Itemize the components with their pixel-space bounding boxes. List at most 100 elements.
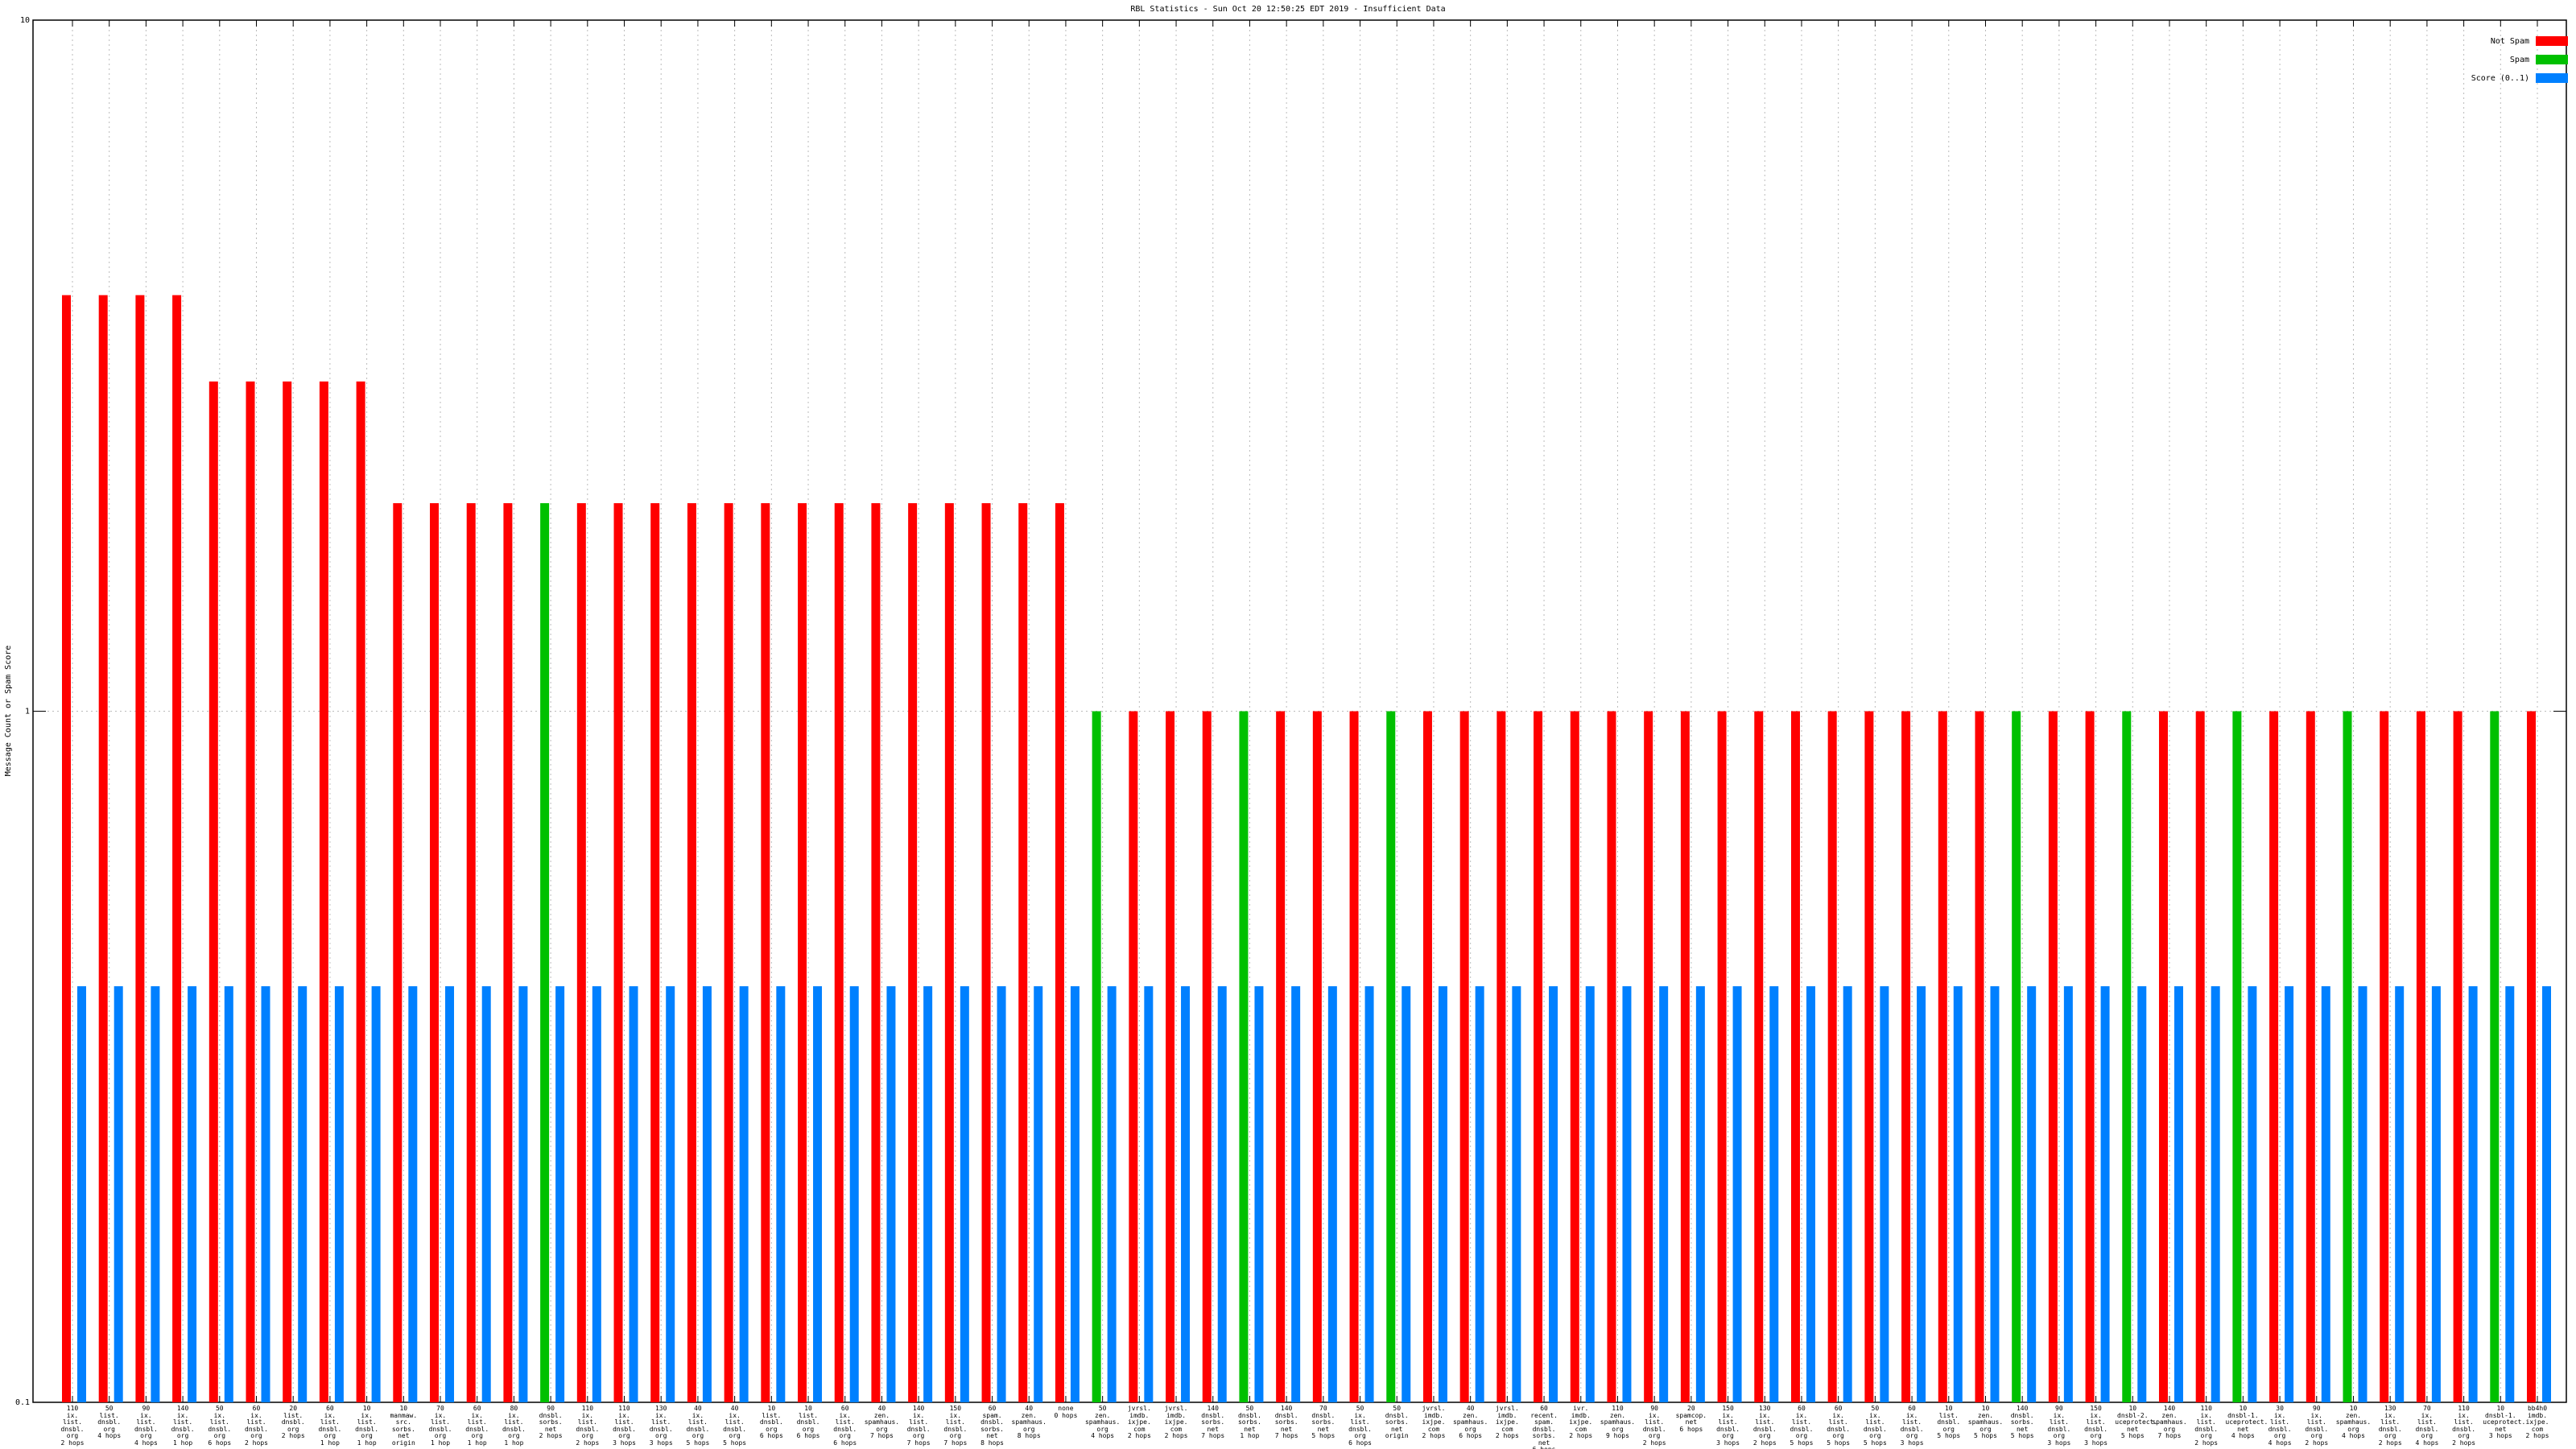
- bar: [1754, 711, 1764, 1402]
- bar: [923, 986, 933, 1402]
- bar: [650, 503, 660, 1403]
- bar: [834, 503, 844, 1403]
- bar: [798, 503, 807, 1403]
- bar: [151, 986, 160, 1402]
- x-tick-label: 70 ix. list. dnsbl. org 1 hop: [428, 1405, 452, 1447]
- bar: [2012, 711, 2021, 1402]
- bar: [666, 986, 675, 1402]
- x-tick-label: 90 dnsbl. sorbs. net 2 hops: [539, 1405, 563, 1439]
- bar: [2100, 986, 2110, 1402]
- x-tick-label: 10 dnsbl-2. uceprotect. net 5 hops: [2115, 1405, 2158, 1439]
- bar: [1769, 986, 1779, 1402]
- bar: [1402, 986, 1411, 1402]
- x-tick-label: ivr. imdb. ixjpe. com 2 hops: [1569, 1405, 1593, 1439]
- bar: [1512, 986, 1521, 1402]
- bar: [445, 986, 455, 1402]
- bar: [518, 986, 528, 1402]
- bar: [1659, 986, 1669, 1402]
- bar: [2174, 986, 2183, 1402]
- bar: [1312, 711, 1322, 1402]
- bar: [1622, 986, 1632, 1402]
- x-tick-label: 110 ix. list. dnsbl. org 2 hops: [2452, 1405, 2476, 1447]
- bar: [1975, 711, 1984, 1402]
- bar: [1680, 711, 1690, 1402]
- bar: [246, 381, 255, 1403]
- x-tick-label: 60 ix. list. dnsbl. org 3 hops: [1900, 1405, 1924, 1447]
- bar: [576, 503, 586, 1403]
- bar: [371, 986, 381, 1402]
- bar: [283, 381, 292, 1403]
- bar: [960, 986, 969, 1402]
- bar: [2453, 711, 2462, 1402]
- x-tick-label: bb4h0 imdb. ixjpe. com 2 hops: [2525, 1405, 2549, 1439]
- legend-swatch: [2536, 73, 2568, 83]
- bar: [1953, 986, 1963, 1402]
- bar: [2395, 986, 2405, 1402]
- bar: [2431, 986, 2441, 1402]
- bar: [261, 986, 270, 1402]
- bar: [739, 986, 749, 1402]
- bar: [466, 503, 476, 1403]
- y-tick-label: 1: [25, 708, 30, 716]
- bar: [1570, 711, 1579, 1402]
- x-tick-label: 110 ix. list. dnsbl. org 3 hops: [613, 1405, 636, 1447]
- x-tick-label: 140 ix. list. dnsbl. org 1 hop: [171, 1405, 195, 1447]
- bar: [1181, 986, 1191, 1402]
- x-tick-label: 130 ix. list. dnsbl. org 3 hops: [649, 1405, 673, 1447]
- bar: [1901, 711, 1911, 1402]
- bar: [114, 986, 123, 1402]
- x-tick-label: 10 list. dnsbl. org 6 hops: [759, 1405, 783, 1439]
- bar: [2248, 986, 2257, 1402]
- bar: [1585, 986, 1595, 1402]
- bar: [1695, 986, 1705, 1402]
- bar: [2232, 711, 2242, 1402]
- x-tick-label: 110 ix. list. dnsbl. org 2 hops: [576, 1405, 600, 1447]
- x-tick-label: 30 ix. list. dnsbl. org 4 hops: [2268, 1405, 2292, 1447]
- bar: [613, 503, 623, 1403]
- bar: [2468, 986, 2478, 1402]
- bar: [77, 986, 86, 1402]
- bar: [813, 986, 823, 1402]
- x-tick-label: 130 ix. list. dnsbl. org 2 hops: [1752, 1405, 1777, 1447]
- bar: [592, 986, 601, 1402]
- x-tick-label: 90 ix. list. dnsbl. org 2 hops: [2305, 1405, 2329, 1447]
- x-tick-label: jvrsl. imdb. ixjpe. com 2 hops: [1127, 1405, 1151, 1439]
- x-tick-label: 10 list. dnsbl. org 6 hops: [796, 1405, 820, 1439]
- bar: [2048, 711, 2058, 1402]
- bar: [1349, 711, 1359, 1402]
- bar: [1827, 711, 1837, 1402]
- bar: [1217, 986, 1227, 1402]
- bar: [408, 986, 418, 1402]
- bar: [1327, 986, 1337, 1402]
- bar: [1644, 711, 1653, 1402]
- bar: [1276, 711, 1286, 1402]
- bar: [2505, 986, 2515, 1402]
- bar: [1938, 711, 1947, 1402]
- x-tick-label: 110 ix. list. dnsbl. org 2 hops: [2194, 1405, 2219, 1447]
- bar: [2137, 986, 2147, 1402]
- x-tick-label: 130 ix. list. dnsbl. org 2 hops: [2378, 1405, 2402, 1447]
- bar: [908, 503, 918, 1403]
- x-tick-label: 60 recent. spam. dnsbl. sorbs. net 6 hop…: [1530, 1405, 1558, 1449]
- bar: [1422, 711, 1432, 1402]
- x-tick-label: 90 ix. list. dnsbl. org 4 hops: [134, 1405, 158, 1447]
- bar: [776, 986, 786, 1402]
- y-tick-label: 0.1: [15, 1398, 30, 1407]
- bar: [1549, 986, 1558, 1402]
- bar: [2195, 711, 2205, 1402]
- bar: [2542, 986, 2551, 1402]
- chart-title: RBL Statistics - Sun Oct 20 12:50:25 EDT…: [1130, 5, 1445, 14]
- bar: [1717, 711, 1727, 1402]
- legend-swatch: [2536, 36, 2568, 46]
- bar: [1496, 711, 1506, 1402]
- bar: [2285, 986, 2294, 1402]
- x-tick-label: 50 zen. spamhaus. org 4 hops: [1084, 1405, 1121, 1439]
- x-tick-label: 10 list. dnsbl. org 5 hops: [1937, 1405, 1961, 1439]
- legend-swatch: [2536, 55, 2568, 64]
- x-tick-label: 50 ix. list. dnsbl. org 6 hops: [208, 1405, 232, 1447]
- bar: [2063, 986, 2073, 1402]
- bar: [1475, 986, 1484, 1402]
- bar: [188, 986, 197, 1402]
- bar: [687, 503, 696, 1403]
